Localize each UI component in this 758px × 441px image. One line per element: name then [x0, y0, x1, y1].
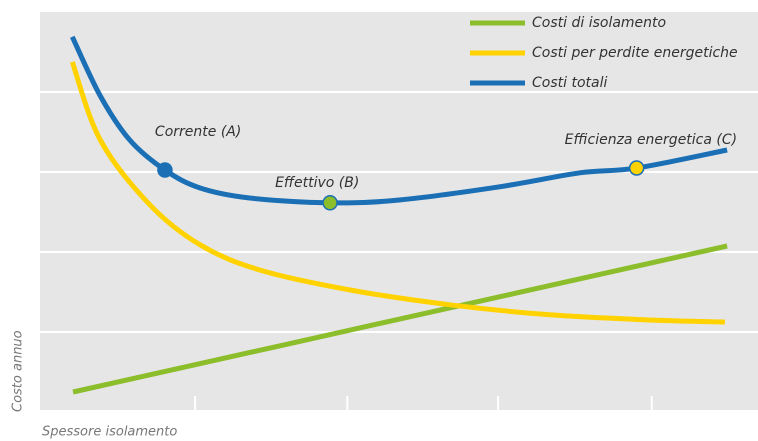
annotation-point: [322, 195, 338, 211]
annotation-point: [157, 162, 173, 178]
legend-label: Costi per perdite energetiche: [532, 45, 738, 61]
legend-label: Costi di isolamento: [532, 15, 666, 31]
y-axis-label: Costo annuo: [11, 330, 26, 412]
line-series: [69, 61, 726, 325]
annotation-label: Effettivo (B): [275, 175, 359, 191]
line-series: [70, 35, 728, 206]
annotation-label: Corrente (A): [155, 124, 241, 140]
line-series: [72, 243, 728, 395]
annotation-label: Efficienza energetica (C): [565, 132, 737, 148]
x-axis-label: Spessore isolamento: [42, 425, 177, 440]
plot-area: [40, 12, 758, 412]
annotation-point: [628, 160, 645, 176]
legend-label: Costi totali: [532, 75, 607, 91]
